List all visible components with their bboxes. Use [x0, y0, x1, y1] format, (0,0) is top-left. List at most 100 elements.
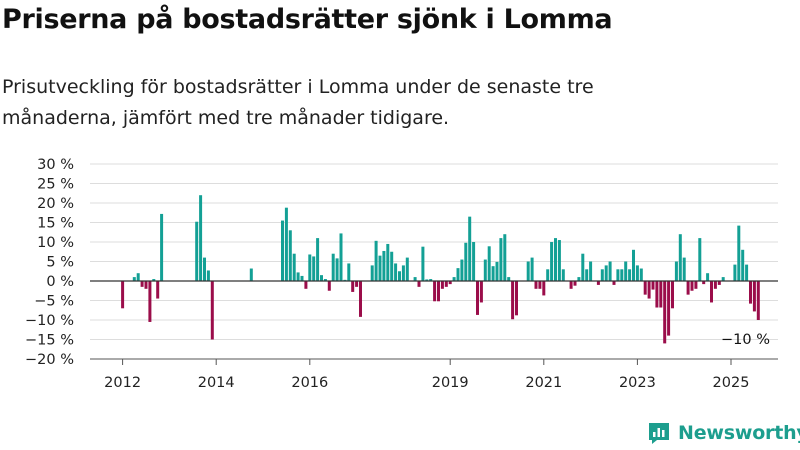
bar [546, 269, 550, 281]
bar [733, 264, 737, 281]
bar [136, 273, 140, 281]
bar [706, 273, 710, 281]
bar [288, 230, 292, 281]
bar [663, 281, 667, 344]
bar [643, 281, 647, 295]
bar [756, 281, 760, 320]
bar [335, 258, 339, 281]
bar [401, 265, 405, 281]
bar [542, 281, 546, 296]
bar [281, 220, 284, 281]
bar [702, 281, 706, 285]
bar [710, 281, 713, 303]
y-tick-label: −20 % [25, 352, 74, 368]
bar [573, 281, 577, 286]
bar [612, 281, 616, 285]
y-axis-ticks: 30 % 25 % 20 % 15 % 10 % 5 % 0 % −5 % −10 % −15 %… [25, 157, 74, 368]
bar [600, 269, 604, 281]
bar [433, 281, 437, 302]
bar [682, 257, 686, 281]
bar [156, 281, 160, 299]
y-tick-label: −5 % [34, 294, 74, 310]
bar [374, 240, 378, 281]
bar [132, 277, 136, 281]
bar [296, 272, 300, 281]
bar [561, 269, 565, 281]
bar [378, 255, 382, 281]
bar [468, 216, 472, 281]
y-tick-label: 5 % [46, 255, 74, 271]
bar [405, 257, 409, 281]
bar [741, 249, 745, 281]
newsworthy-logo-icon [649, 423, 669, 444]
y-tick-label: 15 % [37, 216, 74, 232]
bar [616, 269, 620, 281]
bar [507, 277, 511, 281]
bar [589, 261, 593, 281]
bar [382, 250, 386, 281]
bar [398, 271, 401, 281]
bar [144, 281, 148, 289]
y-tick-label: −15 % [25, 333, 74, 349]
bar [359, 281, 362, 317]
bar [464, 242, 468, 281]
bar [530, 257, 534, 281]
newsworthy-logo[interactable]: Newsworthy [646, 420, 800, 446]
bar [284, 207, 288, 281]
bar [659, 281, 663, 308]
bar [394, 263, 398, 281]
y-tick-label: 0 % [46, 274, 74, 290]
bar [355, 281, 359, 287]
bar [674, 261, 678, 281]
latest-value-label: −10 % [721, 332, 770, 348]
bar [526, 261, 530, 281]
bar [596, 281, 600, 285]
bar [472, 242, 476, 281]
bar [479, 281, 483, 303]
bar [152, 279, 156, 281]
bar [195, 221, 199, 281]
bar [351, 281, 355, 292]
bar [327, 281, 331, 291]
bar [160, 213, 164, 281]
bar [651, 281, 655, 290]
chart-subtitle: Prisutveckling för bostadsrätter i Lomma… [2, 76, 594, 129]
bar [749, 281, 752, 304]
bar [312, 256, 316, 281]
bar [608, 261, 612, 281]
bar [581, 253, 585, 281]
x-tick-label: 2012 [104, 375, 141, 391]
bar [639, 268, 643, 281]
bar [515, 281, 518, 316]
bar [538, 281, 542, 289]
bar [491, 266, 495, 281]
bar [140, 281, 144, 287]
gridlines [90, 163, 778, 360]
bar [148, 281, 152, 322]
y-tick-label: 20 % [37, 196, 74, 212]
bar [534, 281, 538, 289]
bar [304, 281, 308, 289]
bar [452, 277, 456, 281]
bar [331, 253, 335, 281]
y-tick-label: −10 % [25, 313, 74, 329]
bar [444, 281, 448, 287]
bar [713, 281, 717, 289]
bar [499, 238, 503, 281]
bar [635, 265, 639, 281]
bar [203, 257, 206, 281]
bar [678, 234, 682, 281]
bar [121, 281, 125, 309]
bar [249, 268, 253, 281]
bar [624, 261, 628, 281]
bar [686, 281, 690, 295]
bar [440, 281, 444, 289]
bar [577, 277, 581, 281]
bar [308, 254, 312, 281]
y-tick-label: 10 % [37, 235, 74, 251]
bar [320, 275, 323, 281]
x-axis: 2012 2014 2016 2019 2021 2023 2025 [90, 280, 778, 391]
bar [698, 238, 702, 281]
bar [339, 233, 343, 281]
bar [655, 281, 659, 308]
